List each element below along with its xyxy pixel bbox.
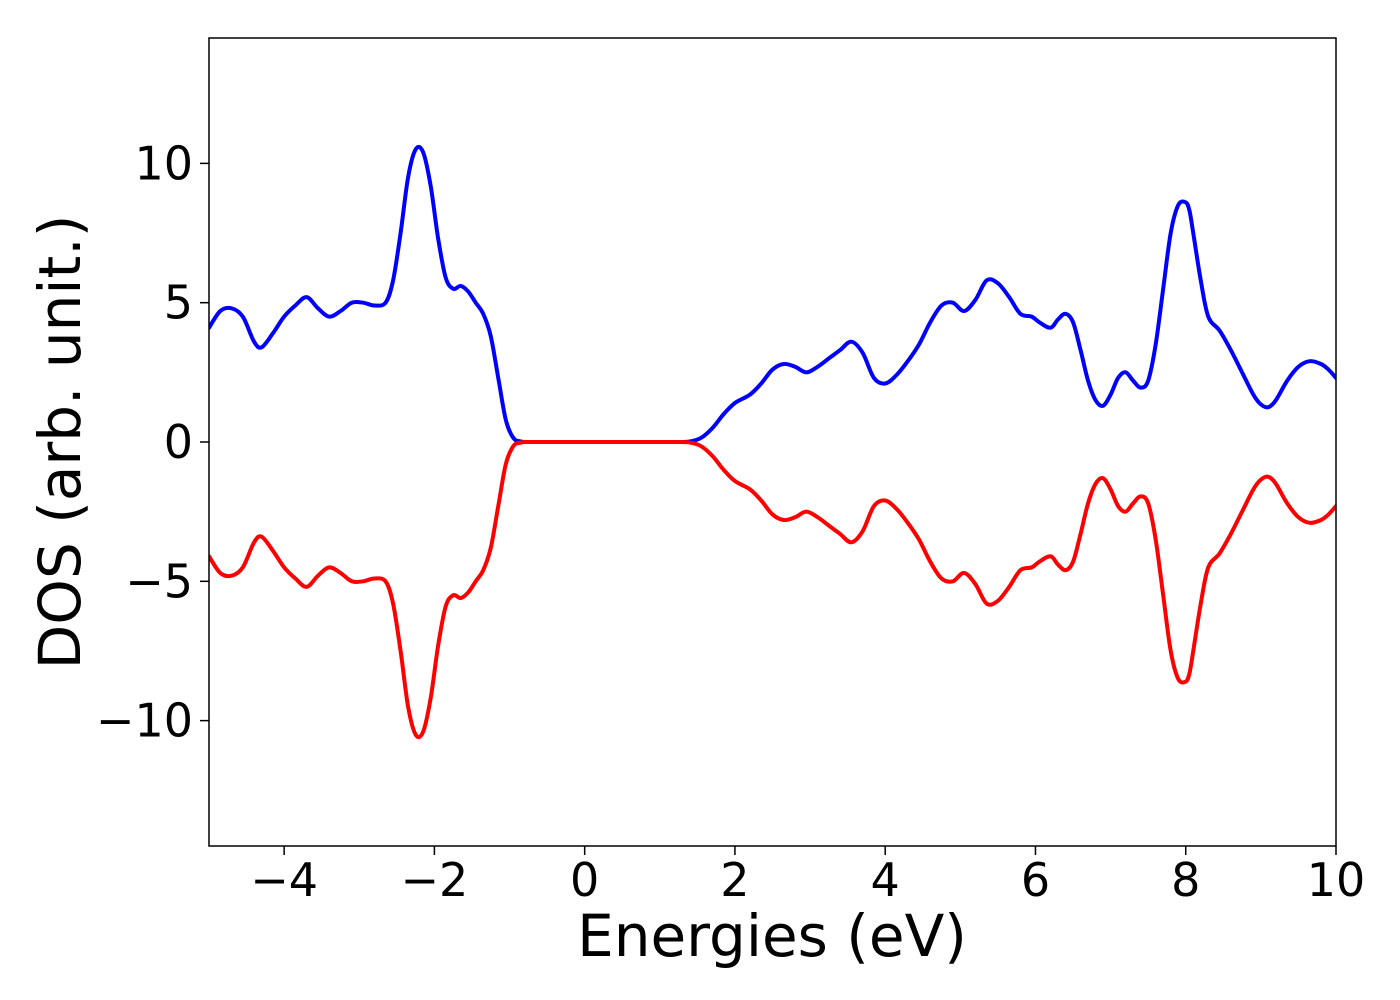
x-tick-label-4: 4: [871, 853, 900, 907]
y-tick-label-0: −10: [96, 694, 193, 748]
series-layer: [209, 144, 1336, 740]
x-tick-label-3: 2: [720, 853, 749, 907]
x-tick-label-6: 8: [1171, 853, 1200, 907]
x-tick-label-5: 6: [1021, 853, 1050, 907]
series-line-0: [209, 144, 1336, 445]
y-tick-label-3: 5: [164, 276, 193, 330]
y-tick-label-1: −5: [125, 554, 193, 608]
x-axis: −4 −2 0 2 4 6 8 10: [250, 846, 1365, 907]
y-tick-label-4: 10: [134, 136, 193, 190]
y-tick-label-2: 0: [164, 415, 193, 469]
x-tick-label-2: 0: [570, 853, 599, 907]
x-tick-label-7: 10: [1307, 853, 1366, 907]
x-axis-label: Energies (eV): [577, 902, 967, 970]
y-axis: −10 −5 0 5 10: [96, 136, 209, 748]
x-tick-label-0: −4: [250, 853, 318, 907]
plot-frame: [208, 37, 1337, 847]
x-tick-label-1: −2: [400, 853, 468, 907]
y-axis-label: DOS (arb. unit.): [26, 215, 94, 670]
series-line-1: [209, 439, 1336, 740]
